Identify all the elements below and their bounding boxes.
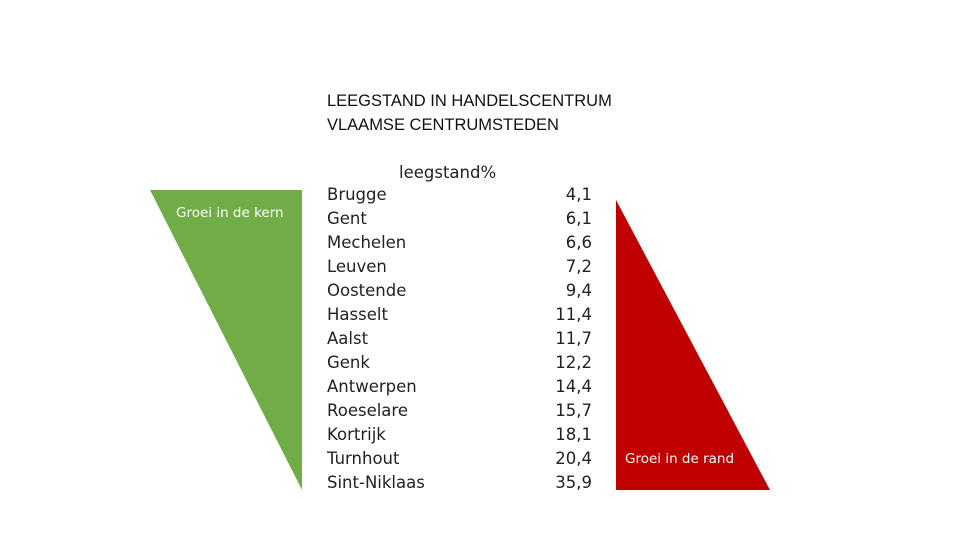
city-name: Mechelen	[327, 233, 407, 252]
table-row: Roeselare 15,7	[327, 399, 592, 423]
city-name: Sint-Niklaas	[327, 473, 425, 492]
table-row: Antwerpen 14,4	[327, 375, 592, 399]
title-line-1: LEEGSTAND IN HANDELSCENTRUM	[327, 92, 612, 110]
table-row: Genk 12,2	[327, 351, 592, 375]
slide-title: LEEGSTAND IN HANDELSCENTRUM VLAAMSE CENT…	[327, 89, 612, 137]
table-row: Hasselt 11,4	[327, 303, 592, 327]
vacancy-table: Brugge 4,1 Gent 6,1 Mechelen 6,6 Leuven 7,2 …	[327, 183, 592, 495]
table-row: Mechelen 6,6	[327, 231, 592, 255]
city-name: Hasselt	[327, 305, 388, 324]
vacancy-value: 18,1	[555, 425, 592, 444]
vacancy-value: 9,4	[565, 281, 592, 300]
table-row: Gent 6,1	[327, 207, 592, 231]
city-name: Genk	[327, 353, 370, 372]
vacancy-value: 6,1	[565, 209, 592, 228]
city-name: Brugge	[327, 185, 387, 204]
table-row: Leuven 7,2	[327, 255, 592, 279]
red-triangle-shape	[616, 200, 770, 490]
green-triangle-shape	[150, 190, 302, 490]
table-row: Aalst 11,7	[327, 327, 592, 351]
groei-rand-label: Groei in de rand	[625, 451, 735, 467]
city-name: Roeselare	[327, 401, 408, 420]
vacancy-value: 7,2	[565, 257, 592, 276]
title-line-2: VLAAMSE CENTRUMSTEDEN	[327, 116, 559, 134]
vacancy-value: 20,4	[555, 449, 592, 468]
city-name: Aalst	[327, 329, 369, 348]
table-row: Brugge 4,1	[327, 183, 592, 207]
city-name: Oostende	[327, 281, 407, 300]
vacancy-value: 12,2	[555, 353, 592, 372]
vacancy-value: 14,4	[555, 377, 592, 396]
green-triangle-fill	[150, 190, 302, 490]
column-header-leegstand: leegstand%	[399, 163, 497, 182]
table-row: Kortrijk 18,1	[327, 423, 592, 447]
red-triangle-fill	[616, 200, 770, 490]
vacancy-value: 11,7	[555, 329, 592, 348]
city-name: Antwerpen	[327, 377, 417, 396]
vacancy-value: 4,1	[565, 185, 592, 204]
city-name: Gent	[327, 209, 367, 228]
city-name: Leuven	[327, 257, 387, 276]
table-row: Turnhout 20,4	[327, 447, 592, 471]
table-row: Oostende 9,4	[327, 279, 592, 303]
city-name: Turnhout	[327, 449, 400, 468]
city-name: Kortrijk	[327, 425, 386, 444]
vacancy-value: 15,7	[555, 401, 592, 420]
vacancy-value: 35,9	[555, 473, 592, 492]
vacancy-value: 6,6	[565, 233, 592, 252]
vacancy-value: 11,4	[555, 305, 592, 324]
groei-kern-label: Groei in de kern	[176, 205, 284, 221]
table-row: Sint-Niklaas 35,9	[327, 471, 592, 495]
